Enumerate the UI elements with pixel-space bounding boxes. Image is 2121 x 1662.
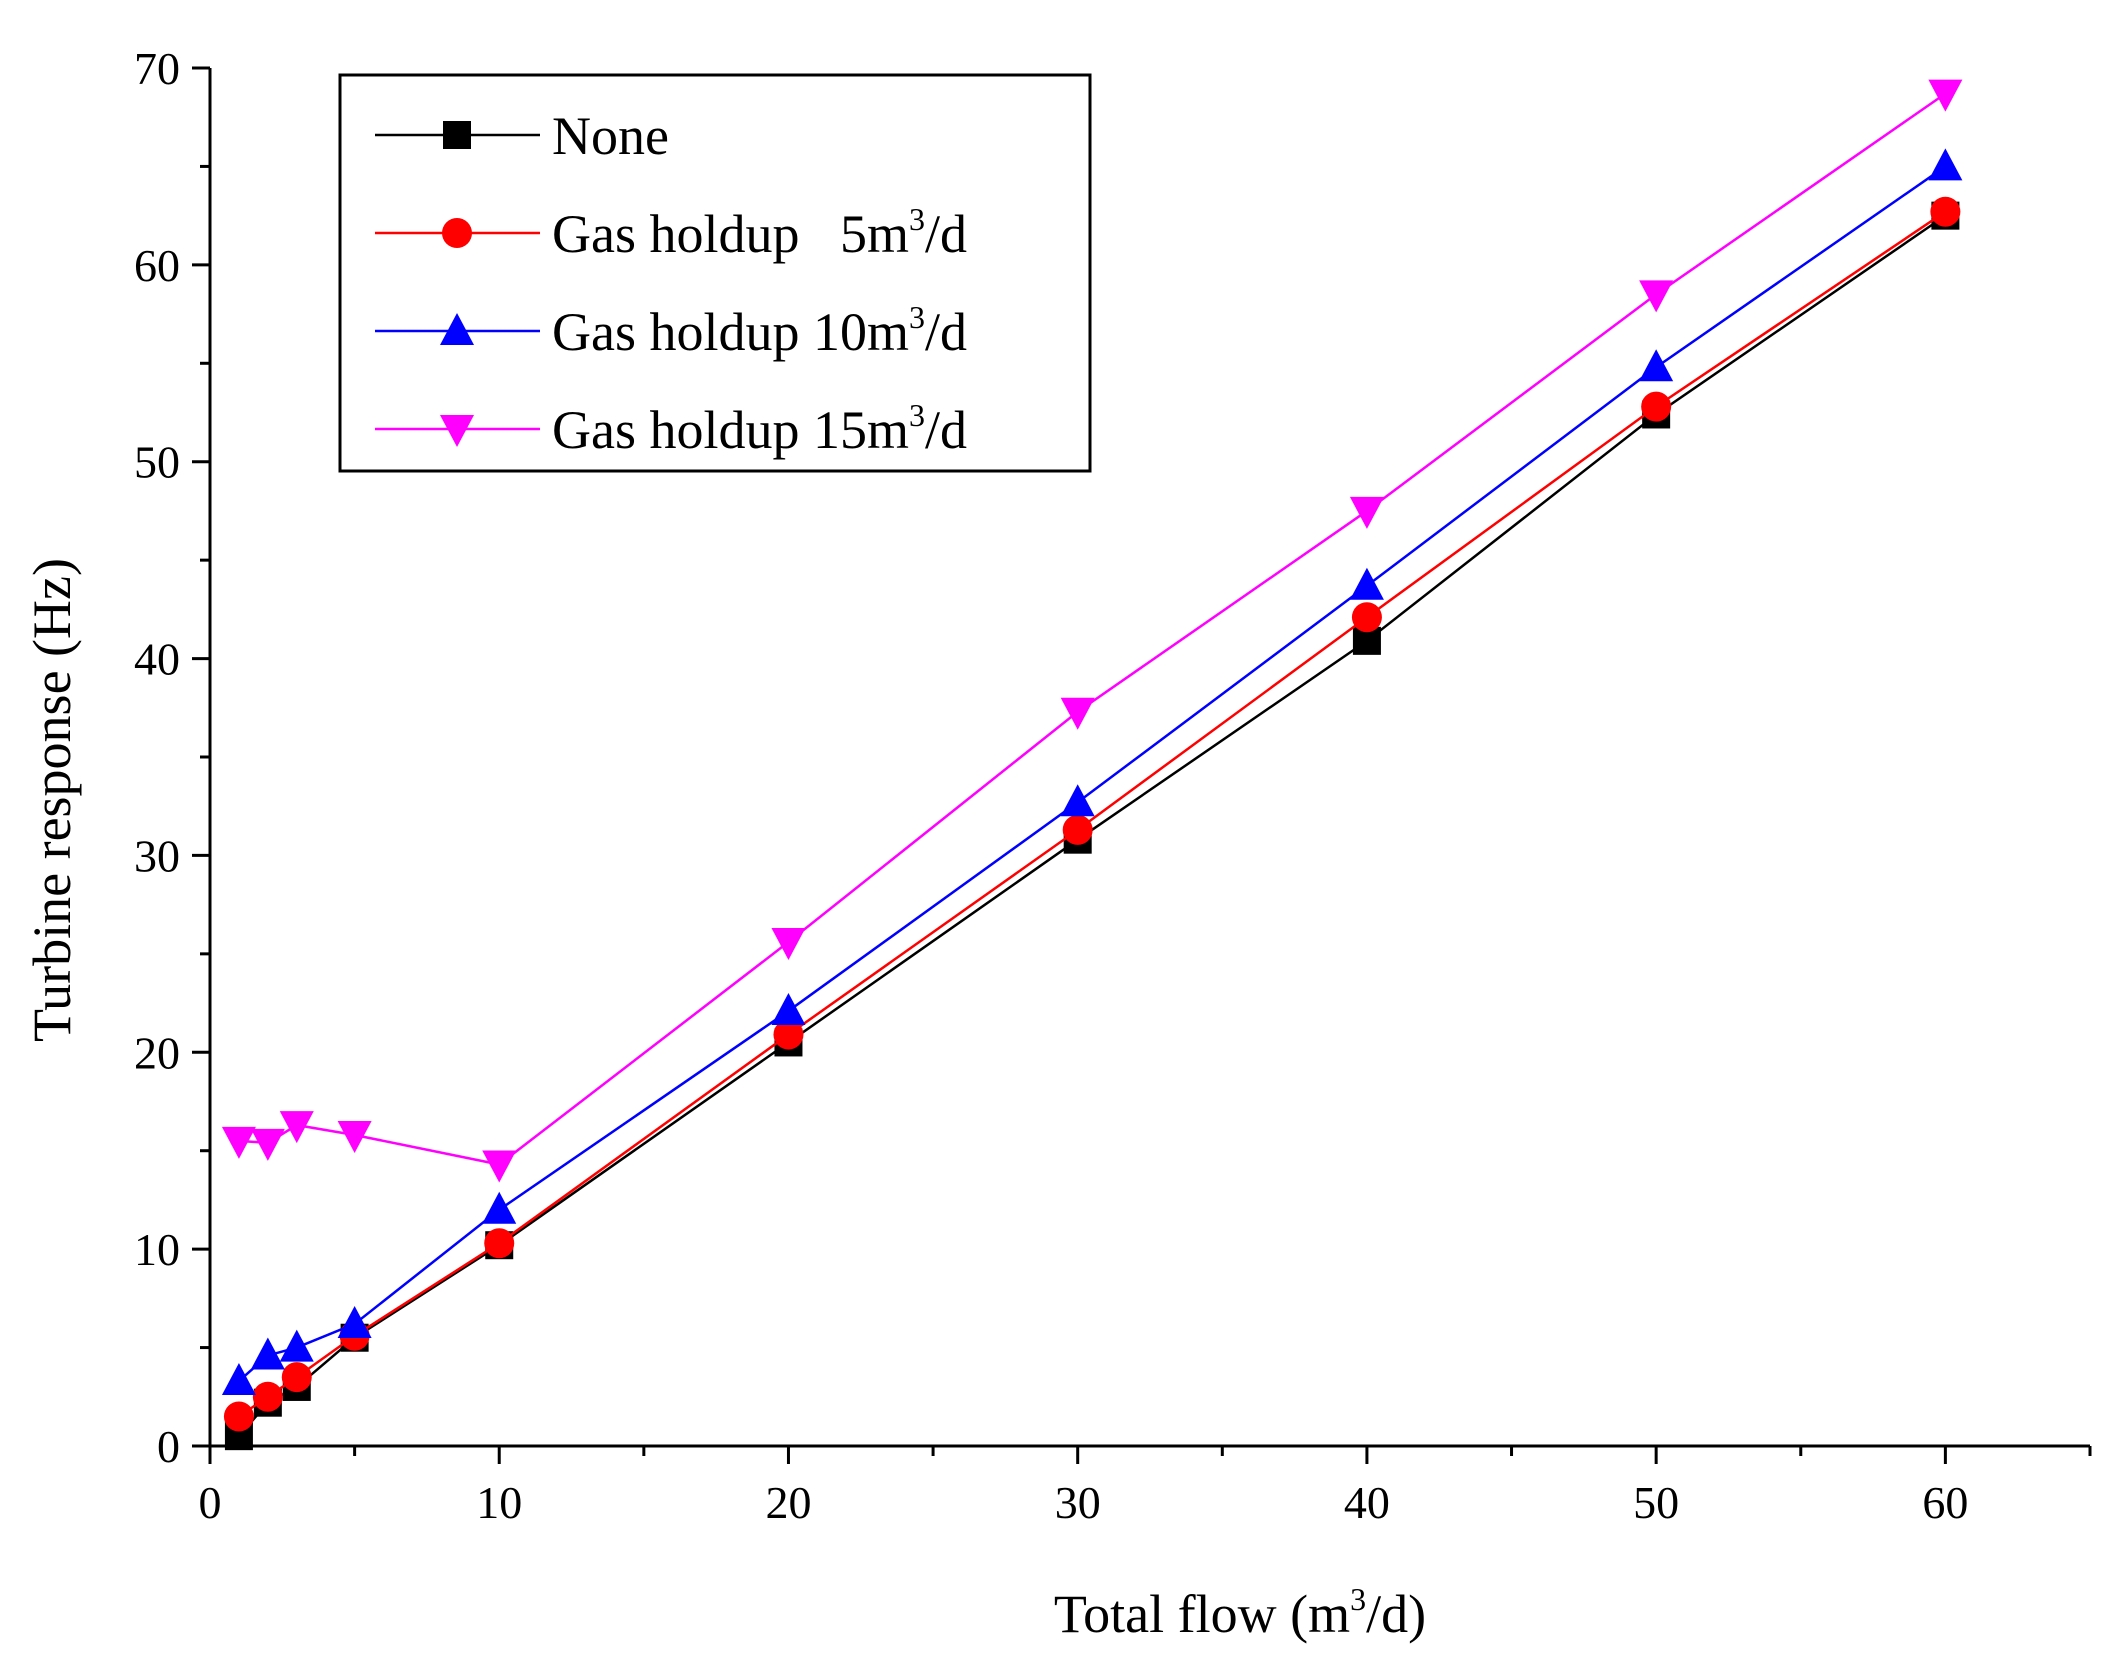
series-2: [221, 148, 1963, 1396]
data-point: [771, 992, 806, 1025]
data-point: [337, 1305, 372, 1338]
legend-marker: [440, 313, 474, 345]
data-point: [250, 1128, 285, 1161]
legend-item: Gas holdup 5m3/d: [375, 201, 967, 264]
data-point: [484, 1228, 515, 1259]
data-point: [1060, 784, 1095, 817]
data-point: [1641, 391, 1672, 422]
x-tick-label: 0: [199, 1477, 222, 1528]
x-tick-label: 60: [1922, 1477, 1968, 1528]
data-point: [279, 1111, 314, 1144]
legend-marker: [443, 121, 471, 149]
data-point: [1928, 148, 1963, 181]
y-tick-label: 30: [134, 830, 180, 881]
x-axis-label-sup: 3: [1350, 1581, 1366, 1617]
x-tick-label: 20: [765, 1477, 811, 1528]
y-tick-label: 50: [134, 437, 180, 488]
series-3: [221, 79, 1963, 1183]
series-group: [221, 79, 1963, 1451]
data-point: [1351, 602, 1382, 633]
y-tick-label: 10: [134, 1224, 180, 1275]
data-point: [1928, 79, 1963, 112]
legend-marker: [442, 218, 472, 248]
legend-item: Gas holdup 15m3/d: [375, 397, 967, 460]
data-point: [1060, 697, 1095, 730]
data-point: [223, 1401, 254, 1432]
y-tick-label: 20: [134, 1027, 180, 1078]
series-1: [223, 196, 1961, 1432]
axis-ticks: 0 10 20 30 40 50 60 0 10 20 30 40 50 60 70: [134, 43, 2092, 1528]
series-line: [238, 165, 1947, 1382]
series-line: [238, 210, 1947, 1418]
legend-items: None Gas holdup 5m3/d Gas holdup 10m3/d Gas…: [375, 106, 967, 460]
y-tick-label: 40: [134, 634, 180, 685]
data-point: [221, 1363, 256, 1396]
x-tick-label: 10: [476, 1477, 522, 1528]
legend-label: Gas holdup 15m3/d: [552, 397, 967, 460]
data-point: [482, 1191, 517, 1224]
y-tick-label: 70: [134, 43, 180, 94]
y-axis-label: Turbine response (Hz): [22, 558, 82, 1042]
legend-label: Gas holdup 5m3/d: [552, 201, 967, 264]
x-tick-label: 40: [1344, 1477, 1390, 1528]
data-point: [337, 1120, 372, 1153]
data-point: [1930, 196, 1961, 227]
data-point: [771, 928, 806, 961]
legend-item: Gas holdup 10m3/d: [375, 299, 967, 362]
legend-label: None: [552, 106, 669, 166]
data-point: [252, 1381, 283, 1412]
data-point: [1349, 496, 1384, 529]
series-line: [238, 92, 1947, 1166]
data-point: [1639, 280, 1674, 313]
data-point: [1349, 567, 1384, 600]
data-point: [773, 1019, 804, 1050]
x-axis-label: Total flow (m3/d): [1054, 1581, 1426, 1644]
x-axis-label-main: Total flow (m: [1054, 1584, 1350, 1644]
data-point: [279, 1329, 314, 1362]
data-point: [221, 1126, 256, 1159]
legend-marker: [440, 415, 474, 447]
data-point: [281, 1362, 312, 1393]
data-point: [1639, 349, 1674, 382]
legend-item: None: [375, 106, 669, 166]
data-point: [250, 1337, 285, 1370]
data-point: [1062, 814, 1093, 845]
x-axis-label-tail: /d): [1366, 1584, 1426, 1644]
x-tick-label: 30: [1055, 1477, 1101, 1528]
legend: None Gas holdup 5m3/d Gas holdup 10m3/d Gas…: [338, 73, 1092, 473]
y-tick-label: 60: [134, 240, 180, 291]
data-point: [482, 1150, 517, 1183]
y-tick-label: 0: [157, 1421, 180, 1472]
legend-label: Gas holdup 10m3/d: [552, 299, 967, 362]
x-tick-label: 50: [1633, 1477, 1679, 1528]
